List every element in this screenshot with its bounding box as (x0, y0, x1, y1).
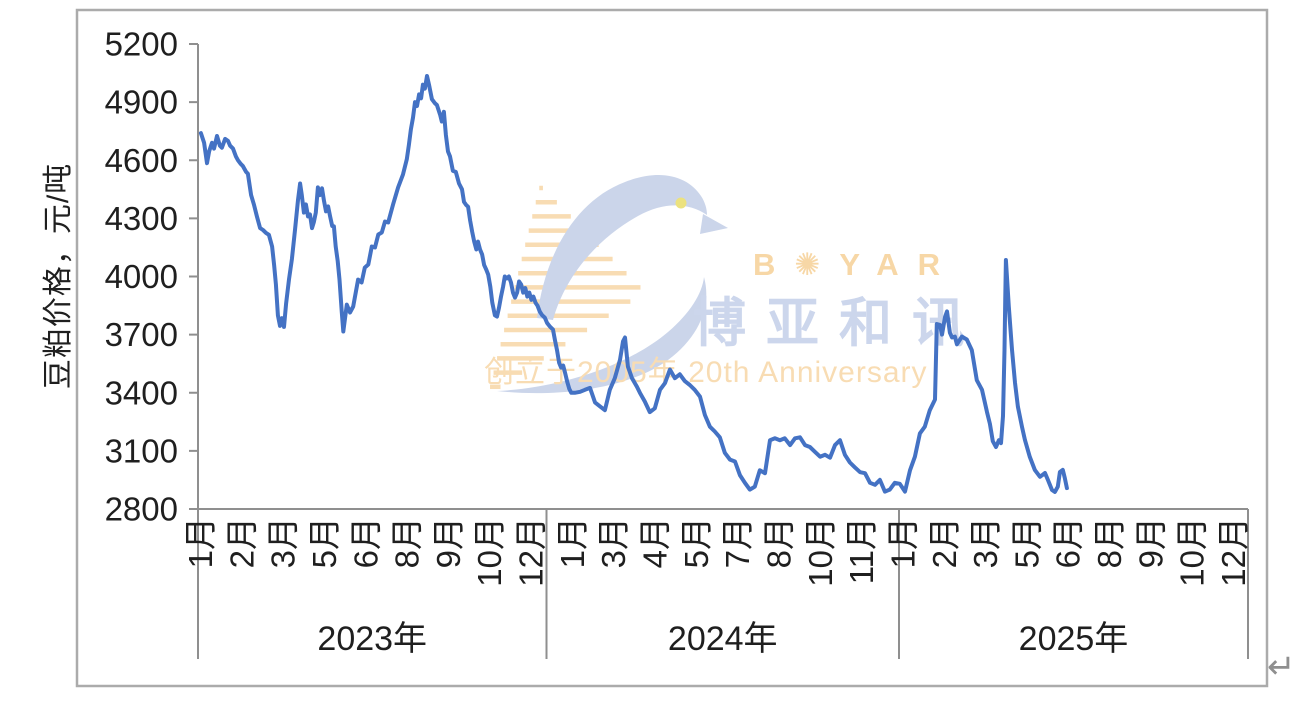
x-month-label: 4月 (637, 517, 674, 568)
y-tick-label: 4300 (105, 200, 178, 237)
x-month-label: 1月 (182, 517, 219, 568)
x-year-label: 2023年 (317, 620, 427, 658)
x-year-label: 2024年 (668, 620, 778, 658)
y-tick-label: 5200 (105, 26, 178, 63)
y-axis-title: 豆粕价格，元/吨 (42, 162, 75, 390)
x-month-label: 10月 (471, 517, 508, 587)
y-tick-label: 2800 (105, 491, 178, 528)
bird-eye-icon (675, 197, 687, 209)
paragraph-return-icon: ↵ (1267, 648, 1291, 686)
x-month-label: 6月 (347, 517, 384, 568)
x-month-label: 10月 (1174, 517, 1211, 587)
x-month-label: 2月 (926, 517, 963, 568)
x-month-label: 3月 (967, 517, 1004, 568)
x-month-label: 7月 (719, 517, 756, 568)
bird-lower-wing (497, 277, 707, 394)
x-month-label: 1月 (554, 517, 591, 568)
y-tick-label: 3700 (105, 316, 178, 353)
watermark-brand-cjk: 博亚和讯 (693, 294, 985, 353)
x-month-label: 2月 (223, 517, 260, 568)
bird-upper-wing (537, 174, 707, 320)
x-month-label: 9月 (1132, 517, 1169, 568)
price-line (198, 74, 1069, 494)
bird-beak-icon (700, 214, 728, 234)
x-month-label: 5月 (678, 517, 715, 568)
x-month-label: 11月 (843, 517, 880, 584)
x-month-label: 3月 (595, 517, 632, 568)
x-month-label: 8月 (1091, 517, 1128, 568)
x-month-label: 5月 (306, 517, 343, 568)
x-month-label: 10月 (802, 517, 839, 587)
y-tick-label: 4000 (105, 258, 178, 295)
x-month-label: 3月 (265, 517, 302, 568)
chart-border (75, 8, 1269, 688)
y-tick-label: 4900 (105, 84, 178, 121)
x-month-label: 12月 (1215, 517, 1252, 587)
x-month-label: 8月 (760, 517, 797, 568)
x-month-label: 8月 (389, 517, 426, 568)
x-month-label: 5月 (1008, 517, 1045, 568)
y-tick-label: 4600 (105, 142, 178, 179)
x-year-label: 2025年 (1019, 620, 1129, 658)
x-month-label: 1月 (884, 517, 921, 568)
x-month-label: 12月 (513, 517, 550, 587)
watermark-brand-latin: B✺YAR (753, 247, 959, 282)
y-tick-label: 3400 (105, 374, 178, 411)
x-month-label: 9月 (430, 517, 467, 568)
y-tick-label: 3100 (105, 432, 178, 469)
x-month-label: 6月 (1050, 517, 1087, 568)
